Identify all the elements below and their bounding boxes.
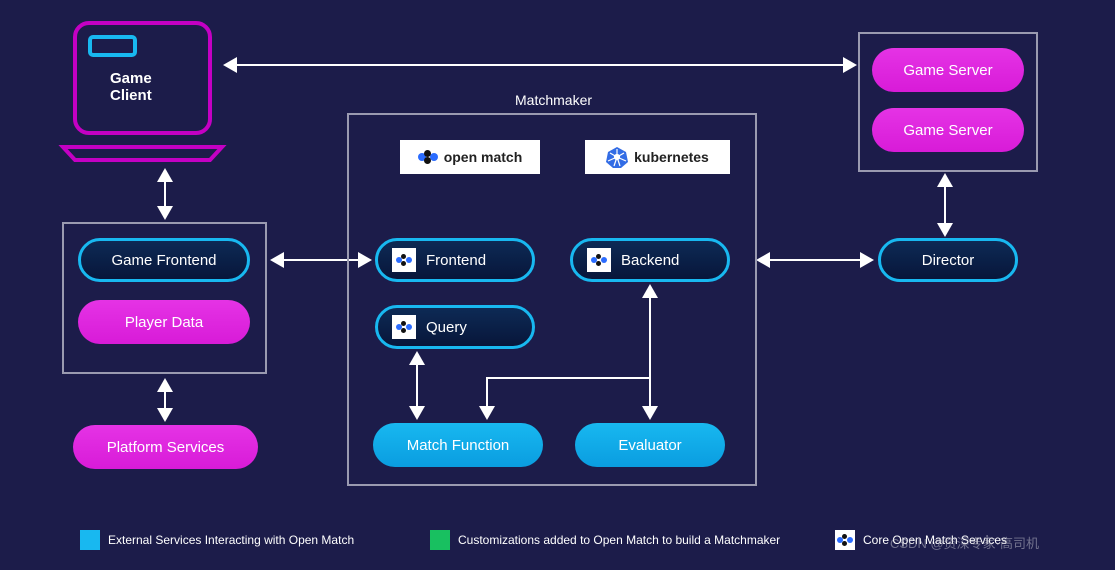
platform-services-label: Platform Services — [107, 439, 225, 456]
director-label: Director — [922, 252, 975, 269]
platform-services-node: Platform Services — [73, 425, 258, 469]
legend-custom: Customizations added to Open Match to bu… — [430, 530, 780, 550]
player-data-label: Player Data — [125, 314, 203, 331]
legend-external-swatch — [80, 530, 100, 550]
match-function-node: Match Function — [373, 423, 543, 467]
openmatch-icon — [587, 248, 611, 272]
game-frontend-label: Game Frontend — [111, 252, 216, 269]
matchmaker-title: Matchmaker — [515, 92, 592, 108]
match-function-label: Match Function — [407, 437, 510, 454]
openmatch-icon — [392, 248, 416, 272]
legend-core-swatch — [835, 530, 855, 550]
backend-node: Backend — [570, 238, 730, 282]
evaluator-node: Evaluator — [575, 423, 725, 467]
legend-external-text: External Services Interacting with Open … — [108, 533, 354, 547]
query-node: Query — [375, 305, 535, 349]
game-server-2-node: Game Server — [872, 108, 1024, 152]
diagram-canvas: Game Client Game Frontend Player Data Pl… — [0, 0, 1115, 570]
evaluator-label: Evaluator — [618, 437, 681, 454]
kubernetes-logo-text: kubernetes — [634, 149, 709, 165]
game-frontend-node: Game Frontend — [78, 238, 250, 282]
legend-custom-swatch — [430, 530, 450, 550]
game-client-laptop: Game Client — [55, 15, 230, 170]
query-label: Query — [426, 319, 467, 336]
kubernetes-logo: kubernetes — [585, 140, 730, 174]
openmatch-logo: open match — [400, 140, 540, 174]
legend-custom-text: Customizations added to Open Match to bu… — [458, 533, 780, 547]
backend-label: Backend — [621, 252, 679, 269]
frontend-label: Frontend — [426, 252, 486, 269]
game-server-2-label: Game Server — [903, 122, 992, 139]
openmatch-icon — [392, 315, 416, 339]
openmatch-icon — [418, 150, 438, 164]
director-node: Director — [878, 238, 1018, 282]
watermark-text: CSDN @资深专家·高司机 — [890, 533, 1039, 552]
game-server-1-node: Game Server — [872, 48, 1024, 92]
kubernetes-icon — [606, 146, 628, 168]
legend-external: External Services Interacting with Open … — [80, 530, 354, 550]
player-data-node: Player Data — [78, 300, 250, 344]
openmatch-logo-text: open match — [444, 149, 523, 165]
game-client-label: Game Client — [110, 70, 152, 104]
frontend-node: Frontend — [375, 238, 535, 282]
game-server-1-label: Game Server — [903, 62, 992, 79]
